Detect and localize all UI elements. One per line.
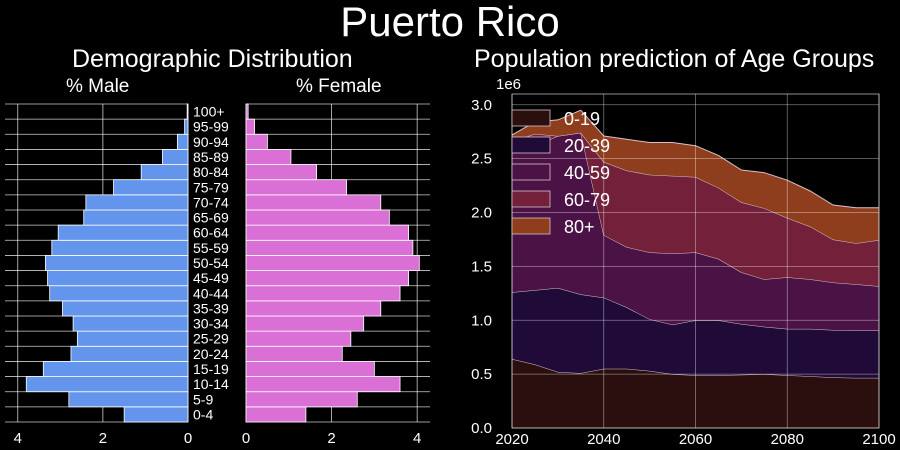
legend-swatch-0-19 — [511, 109, 551, 127]
female-bar-85-89 — [245, 149, 292, 165]
age-group-label: 30-34 — [193, 316, 229, 332]
area-band-20-39 — [512, 287, 879, 378]
area-y-tick-label: 1.0 — [471, 312, 492, 329]
area-band-40-59 — [512, 132, 879, 331]
female-x-tick-label: 0 — [242, 430, 250, 447]
legend-label-20-39: 20-39 — [564, 136, 610, 156]
age-group-label: 75-79 — [193, 179, 229, 195]
age-group-label: 100+ — [193, 104, 225, 120]
area-layers — [511, 109, 880, 428]
area-plot-frame — [511, 93, 880, 429]
age-group-label: 25-29 — [193, 331, 229, 347]
area-band-60-79 — [512, 132, 879, 287]
age-group-label: 65-69 — [193, 210, 229, 226]
area-y-tick-label: 2.5 — [471, 151, 492, 168]
area-y-tick-label: 0.0 — [471, 420, 492, 437]
age-group-label: 95-99 — [193, 119, 229, 135]
area-legend: 0-19 20-39 40-59 60-79 80+ — [511, 109, 610, 237]
age-group-label: 85-89 — [193, 149, 229, 165]
age-group-label: 0-4 — [193, 406, 213, 422]
age-group-labels: 0-45-910-1415-1920-2425-2930-3435-3940-4… — [193, 104, 229, 423]
age-group-label: 40-44 — [193, 285, 229, 301]
male-x-tick-label: 2 — [99, 430, 107, 447]
female-x-tick-label: 4 — [413, 430, 421, 447]
legend-swatch-80+ — [511, 217, 551, 235]
age-group-label: 60-64 — [193, 225, 229, 241]
legend-label-60-79: 60-79 — [564, 190, 610, 210]
legend-label-0-19: 0-19 — [564, 109, 600, 129]
legend-swatch-20-39 — [511, 136, 551, 154]
male-bar-90-94 — [176, 133, 189, 150]
male-x-tick-label: 4 — [14, 430, 22, 447]
pyramid-tick-labels: 4 2 0 0 2 4 — [14, 430, 422, 447]
male-bar-95-99 — [184, 118, 189, 135]
age-group-label: 20-24 — [193, 346, 229, 362]
female-bar-90-94 — [245, 133, 268, 150]
area-y-tick-label: 2.0 — [471, 205, 492, 222]
male-x-tick-label: 0 — [184, 430, 192, 447]
age-group-label: 35-39 — [193, 300, 229, 316]
area-chart-title: Population prediction of Age Groups — [474, 45, 875, 73]
area-x-tick-label: 2100 — [862, 431, 895, 448]
area-band-80+ — [512, 110, 879, 244]
area-x-tick-label: 2040 — [587, 431, 620, 448]
legend-label-40-59: 40-59 — [564, 163, 610, 183]
area-x-tick-label: 2060 — [679, 431, 712, 448]
area-y-offset-label: 1e6 — [496, 76, 521, 93]
age-group-label: 80-84 — [193, 164, 229, 180]
pyramid-title: Demographic Distribution — [72, 45, 353, 73]
area-tick-labels: 2020 2040 2060 2080 2100 0.0 0.5 1.0 1.5 2.0 2.5 3.… — [471, 76, 896, 448]
age-group-label: 70-74 — [193, 194, 229, 210]
area-band-0-19 — [512, 359, 879, 428]
area-boundary-80+ — [511, 109, 879, 209]
age-group-label: 5-9 — [193, 391, 213, 407]
age-group-label: 15-19 — [193, 361, 229, 377]
female-axis-title: % Female — [296, 76, 382, 97]
figure-title: Puerto Rico — [340, 0, 560, 45]
female-x-tick-label: 2 — [327, 430, 335, 447]
male-bar-85-89 — [162, 149, 189, 165]
area-y-tick-label: 1.5 — [471, 258, 492, 275]
area-y-tick-label: 3.0 — [471, 97, 492, 114]
male-bars — [25, 103, 189, 423]
age-group-label: 10-14 — [193, 376, 229, 392]
female-bar-100+ — [245, 103, 249, 120]
area-x-tick-label: 2020 — [495, 431, 528, 448]
area-y-tick-label: 0.5 — [471, 366, 492, 383]
age-group-label: 55-59 — [193, 240, 229, 256]
female-bars — [245, 103, 420, 423]
area-x-tick-label: 2080 — [771, 431, 804, 448]
male-axis-title: % Male — [66, 76, 130, 97]
age-group-label: 45-49 — [193, 270, 229, 286]
age-group-label: 90-94 — [193, 134, 229, 150]
male-bar-100+ — [186, 103, 189, 120]
legend-label-80+: 80+ — [564, 217, 595, 237]
legend-swatch-40-59 — [511, 163, 551, 181]
age-group-label: 50-54 — [193, 255, 229, 271]
female-bar-95-99 — [245, 118, 255, 135]
legend-swatch-60-79 — [511, 190, 551, 208]
